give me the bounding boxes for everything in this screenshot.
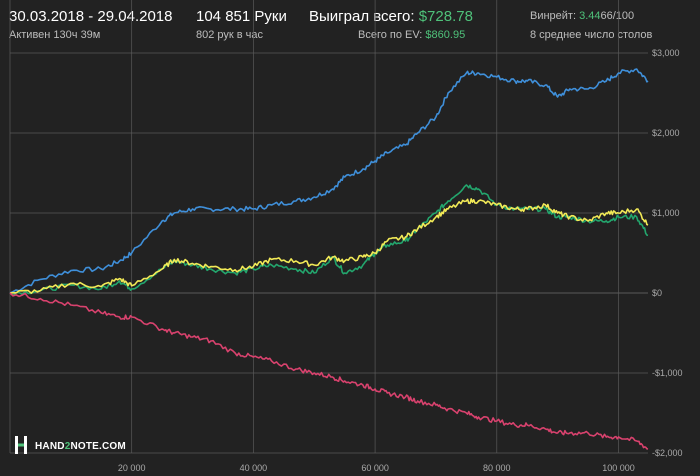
- won-label: Выиграл всего:: [309, 8, 415, 25]
- series: [9, 68, 649, 450]
- logo-prefix: HAND: [35, 441, 65, 452]
- winrate-value: 3.44: [579, 10, 601, 22]
- winrate: Винрейт: 3.4466/100: [530, 10, 634, 22]
- logo-suffix: NOTE.COM: [70, 441, 126, 452]
- winrate-unit: 66/100: [600, 10, 635, 22]
- active-time: Активен 130ч 39м: [9, 29, 101, 41]
- series-line-blue: [9, 68, 649, 294]
- logo-mid: 2: [65, 441, 71, 452]
- y-tick-label: $1,000: [652, 208, 680, 218]
- ev-total: Всего по EV: $860.95: [358, 29, 465, 41]
- x-tick-label: 80 000: [483, 463, 511, 473]
- series-line-yellow: [9, 198, 649, 294]
- y-tick-label: $3,000: [652, 48, 680, 58]
- logo-icon: [15, 436, 27, 454]
- winrate-label: Винрейт:: [530, 10, 577, 22]
- hand2note-logo: HAND2NOTE.COM: [15, 436, 126, 454]
- logo-text: HAND2NOTE.COM: [35, 441, 126, 452]
- ev-label: Всего по EV:: [358, 29, 423, 41]
- ev-value: $860.95: [425, 29, 466, 41]
- won-value: $728.78: [418, 8, 473, 25]
- won-total: Выиграл всего: $728.78: [309, 8, 473, 25]
- hands-count: 104 851 Руки: [196, 8, 287, 25]
- y-tick-label: $2,000: [652, 128, 680, 138]
- series-line-green: [9, 184, 649, 296]
- hands-rate: 802 рук в час: [196, 29, 264, 41]
- y-tick-label: -$1,000: [652, 368, 683, 378]
- series-line-red: [9, 292, 649, 450]
- y-tick-label: $0: [652, 288, 662, 298]
- x-tick-label: 100 000: [602, 463, 635, 473]
- x-axis-ticks: 20 000 40 000 60 000 80 000 100 000: [118, 463, 635, 473]
- tables-avg: 8 среднее число столов: [530, 29, 653, 41]
- grid: [9, 0, 648, 454]
- y-axis-ticks: $3,000 $2,000 $1,000 $0 -$1,000 -$2,000: [652, 48, 683, 458]
- x-tick-label: 20 000: [118, 463, 146, 473]
- x-tick-label: 60 000: [361, 463, 389, 473]
- x-tick-label: 40 000: [240, 463, 268, 473]
- y-tick-label: -$2,000: [652, 448, 683, 458]
